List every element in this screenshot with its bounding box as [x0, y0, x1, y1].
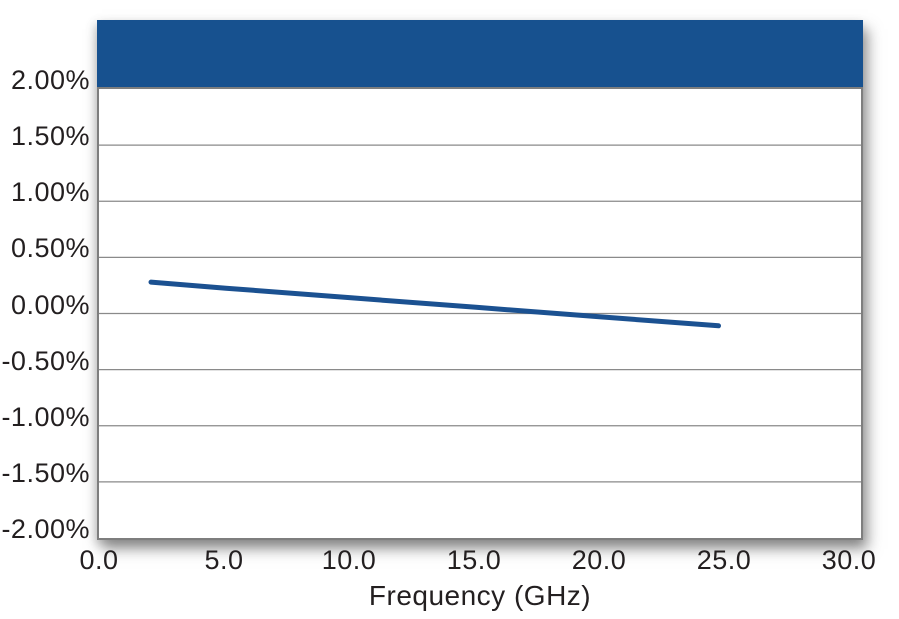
x-tick-label: 10.0: [321, 545, 377, 575]
x-tick-label: 20.0: [571, 545, 627, 575]
plot-svg: [99, 144, 861, 483]
data-series-line: [148, 279, 721, 329]
y-tick-label: 2.00%: [10, 65, 90, 95]
x-axis-title: Frequency (GHz): [368, 580, 592, 611]
x-tick-label: 15.0: [446, 545, 502, 575]
x-tick-label: 25.0: [696, 545, 752, 575]
chart-figure: [97, 20, 863, 540]
x-tick-label: 30.0: [821, 545, 877, 575]
y-tick-label: 1.50%: [10, 121, 90, 152]
y-tick-label: -1.00%: [1, 401, 90, 432]
y-tick-label: -0.50%: [1, 345, 90, 376]
plot-area: [97, 87, 863, 540]
gridlines: [99, 144, 861, 483]
y-tick-label: 0.00%: [10, 289, 90, 320]
title-banner: [97, 20, 863, 87]
y-tick-label: -2.00%: [1, 514, 90, 544]
y-tick-label: -1.50%: [1, 457, 90, 488]
x-tick-label: 0.0: [79, 545, 119, 575]
x-tick-label: 5.0: [204, 545, 244, 575]
y-tick-label: 0.50%: [10, 233, 90, 264]
y-tick-label: 1.00%: [10, 177, 90, 208]
